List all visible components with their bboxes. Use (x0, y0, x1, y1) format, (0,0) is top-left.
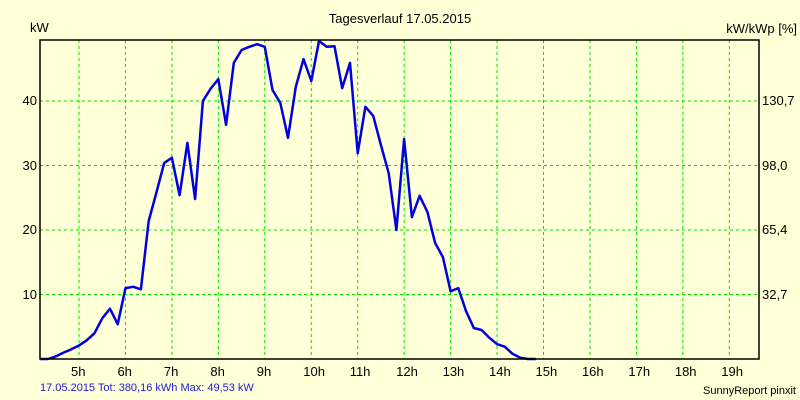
right-y-tick-label: 65,4 (762, 222, 788, 237)
plot-frame (39, 39, 760, 360)
daily-summary: 17.05.2015 Tot: 380,16 kWh Max: 49,53 kW (40, 382, 254, 394)
grid-lines (40, 40, 759, 359)
x-tick-label: 10h (303, 364, 325, 379)
x-tick-label: 7h (163, 364, 179, 379)
x-tick-label: 18h (674, 364, 697, 379)
x-tick-label: 16h (581, 364, 604, 379)
x-tick-label: 6h (117, 364, 132, 379)
x-tick-label: 19h (721, 364, 743, 379)
x-tick-label: 5h (71, 364, 86, 379)
left-y-tick-label: 30 (22, 157, 37, 173)
left-axis-unit: kW (30, 20, 49, 35)
left-y-tick-label: 40 (22, 93, 37, 108)
right-y-tick-label: 98,0 (762, 157, 788, 173)
right-y-tick-label: 130,7 (762, 93, 795, 108)
chart-title: Tagesverlauf 17.05.2015 (328, 11, 472, 26)
right-y-tick-label: 32,7 (762, 286, 788, 302)
x-tick-label: 17h (628, 364, 651, 379)
x-tick-label: 12h (396, 364, 418, 379)
left-y-tick-label: 20 (22, 222, 37, 237)
left-y-tick-label: 10 (22, 286, 37, 302)
x-tick-label: 14h (489, 364, 511, 379)
x-tick-label: 15h (535, 364, 558, 379)
x-tick-label: 8h (210, 364, 225, 379)
x-tick-label: 9h (256, 364, 272, 379)
right-axis-unit: kW/kWp [%] (726, 21, 797, 36)
power-series-line (40, 39, 536, 361)
x-tick-label: 11h (349, 364, 371, 379)
x-tick-label: 13h (442, 364, 465, 379)
brand-label: SunnyReport pinxit (703, 385, 796, 397)
